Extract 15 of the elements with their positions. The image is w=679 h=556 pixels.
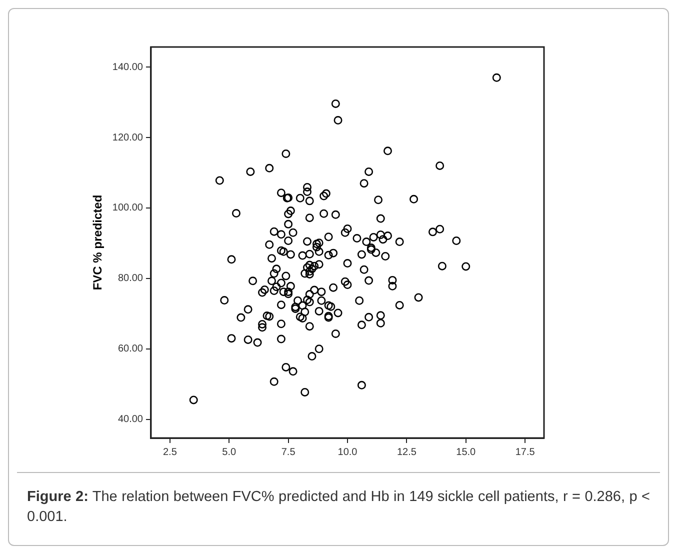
x-tick-label: 7.5 [281, 446, 296, 458]
y-tick-label: 60.00 [118, 344, 144, 355]
x-tick-label: 15.0 [456, 446, 476, 458]
y-tick-label: 80.00 [118, 273, 144, 284]
y-tick-label: 40.00 [118, 414, 144, 426]
text: Figure 2: The relation between FVC% predicted and Hb in 149 sickle cell patients, r = 0.286, p < 0.001. [27, 489, 650, 525]
y-tick-label: 120.00 [112, 132, 144, 144]
y-tick-label: 100.00 [112, 202, 144, 214]
x-tick-label: 5.0 [222, 446, 236, 458]
y-axis-title: FVC % predicted [90, 194, 105, 290]
x-tick-label: 12.5 [396, 446, 417, 458]
x-tick-label: 17.5 [515, 446, 536, 458]
x-tick-label: 2.5 [162, 446, 178, 458]
x-tick-label: 10.0 [338, 446, 358, 458]
y-tick-label: 140.00 [112, 62, 144, 73]
